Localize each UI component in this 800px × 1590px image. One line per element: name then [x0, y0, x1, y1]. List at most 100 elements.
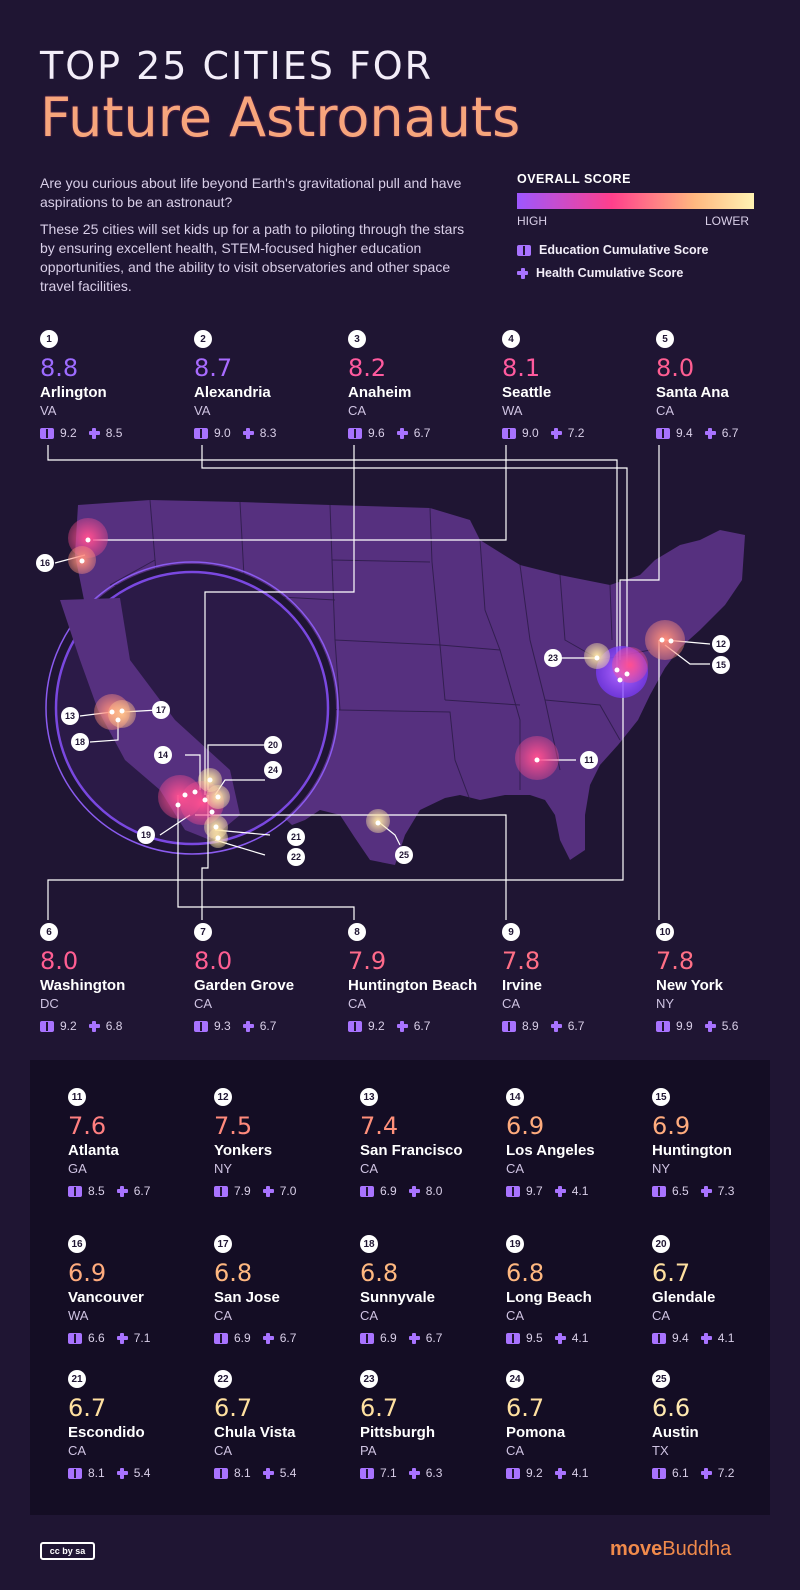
map-label-20: 20 [264, 736, 282, 754]
marker-sanjose [108, 700, 136, 728]
rank-badge: 11 [68, 1088, 86, 1106]
health-score: 6.7 [413, 1019, 431, 1033]
plus-icon [700, 1332, 712, 1344]
city-card: 23 6.7 Pittsburgh PA 7.1 6.3 [360, 1370, 500, 1480]
marker-dot [624, 671, 630, 677]
map-label-19: 19 [137, 826, 155, 844]
city-metrics: 9.4 4.1 [652, 1331, 792, 1345]
city-name: Glendale [652, 1289, 716, 1306]
city-card: 21 6.7 Escondido CA 8.1 5.4 [68, 1370, 208, 1480]
plus-icon [88, 427, 100, 439]
marker-dot [213, 824, 219, 830]
book-icon [360, 1185, 374, 1197]
city-card: 14 6.9 Los Angeles CA 9.7 4.1 [506, 1088, 646, 1198]
book-icon [68, 1185, 82, 1197]
city-name: New York [656, 977, 723, 994]
book-icon [506, 1185, 520, 1197]
rank-badge: 23 [360, 1370, 378, 1388]
education-score: 8.1 [234, 1466, 251, 1480]
marker-dot [659, 637, 665, 643]
city-card: 17 6.8 San Jose CA 6.9 6.7 [214, 1235, 354, 1345]
health-score: 6.3 [425, 1466, 443, 1480]
city-metrics: 9.9 5.6 [656, 1019, 796, 1033]
overall-score: 8.2 [348, 354, 387, 382]
marker-dot [215, 835, 221, 841]
overall-score: 6.9 [652, 1112, 691, 1140]
legend-title: OVERALL SCORE [517, 172, 631, 186]
city-state: CA [348, 996, 367, 1011]
title-top: TOP 25 CITIES FOR [40, 44, 434, 88]
city-card: 7 8.0 Garden Grove CA 9.3 6.7 [194, 923, 334, 1033]
svg-text:23: 23 [548, 653, 558, 663]
city-card: 2 8.7 Alexandria VA 9.0 8.3 [194, 330, 334, 440]
city-card: 4 8.1 Seattle WA 9.0 7.2 [502, 330, 642, 440]
education-score: 6.9 [380, 1184, 397, 1198]
marker-washington [612, 647, 648, 683]
city-metrics: 9.0 8.3 [194, 426, 334, 440]
plus-icon [554, 1467, 566, 1479]
city-metrics: 9.0 7.2 [502, 426, 642, 440]
health-score: 4.1 [571, 1184, 589, 1198]
rank-badge: 9 [502, 923, 520, 941]
city-metrics: 8.9 6.7 [502, 1019, 642, 1033]
education-score: 7.1 [380, 1466, 397, 1480]
health-score: 6.7 [413, 426, 431, 440]
map-label-23: 23 [544, 649, 562, 667]
city-state: CA [506, 1308, 525, 1323]
rank-badge: 8 [348, 923, 366, 941]
rank-badge: 20 [652, 1235, 670, 1253]
city-metrics: 6.9 6.7 [360, 1331, 500, 1345]
overall-score: 7.8 [656, 947, 695, 975]
city-name: Irvine [502, 977, 543, 994]
education-score: 9.2 [60, 426, 77, 440]
health-score: 7.0 [279, 1184, 297, 1198]
health-score: 8.5 [105, 426, 123, 440]
map-label-16: 16 [36, 554, 54, 572]
education-score: 7.9 [234, 1184, 251, 1198]
city-name: Huntington Beach [348, 977, 478, 994]
health-score: 7.3 [717, 1184, 735, 1198]
city-state: PA [360, 1443, 377, 1458]
education-score: 9.6 [368, 426, 385, 440]
plus-icon [554, 1332, 566, 1344]
marker-dot [207, 777, 213, 783]
california-zoomed [60, 598, 240, 840]
city-card: 1 8.8 Arlington VA 9.2 8.5 [40, 330, 180, 440]
city-state: VA [40, 403, 57, 418]
education-score: 8.5 [88, 1184, 105, 1198]
intro-paragraph-2: These 25 cities will set kids up for a p… [40, 221, 465, 294]
city-metrics: 8.1 5.4 [68, 1466, 208, 1480]
health-score: 4.1 [571, 1331, 589, 1345]
city-card: 13 7.4 San Francisco CA 6.9 8.0 [360, 1088, 500, 1198]
map-label-13: 13 [61, 707, 79, 725]
map-label-17: 17 [152, 701, 170, 719]
overall-score: 8.0 [194, 947, 233, 975]
marker-dot [215, 794, 221, 800]
plus-icon [517, 267, 528, 279]
rank-badge: 15 [652, 1088, 670, 1106]
legend-health-label: Health Cumulative Score [536, 266, 684, 280]
svg-text:22: 22 [291, 852, 301, 862]
marker-dot [115, 717, 121, 723]
health-score: 7.1 [133, 1331, 151, 1345]
map-label-21: 21 [287, 828, 305, 846]
svg-text:18: 18 [75, 737, 85, 747]
city-card: 9 7.8 Irvine CA 8.9 6.7 [502, 923, 642, 1033]
city-metrics: 6.6 7.1 [68, 1331, 208, 1345]
book-icon [194, 1020, 208, 1032]
city-card: 20 6.7 Glendale CA 9.4 4.1 [652, 1235, 792, 1345]
marker-dot [79, 558, 85, 564]
svg-text:17: 17 [156, 705, 166, 715]
map-rank-labels: 16 23 12 15 11 25 13 17 18 14 20 24 19 2… [36, 554, 730, 866]
city-name: Sunnyvale [360, 1289, 436, 1306]
overall-score: 8.0 [40, 947, 79, 975]
city-metrics: 7.1 6.3 [360, 1466, 500, 1480]
overall-score: 6.7 [360, 1394, 399, 1422]
rank-badge: 19 [506, 1235, 524, 1253]
city-state: CA [506, 1161, 525, 1176]
city-metrics: 9.5 4.1 [506, 1331, 646, 1345]
rank-badge: 13 [360, 1088, 378, 1106]
health-score: 7.2 [717, 1466, 735, 1480]
city-card: 25 6.6 Austin TX 6.1 7.2 [652, 1370, 792, 1480]
book-icon [348, 427, 362, 439]
